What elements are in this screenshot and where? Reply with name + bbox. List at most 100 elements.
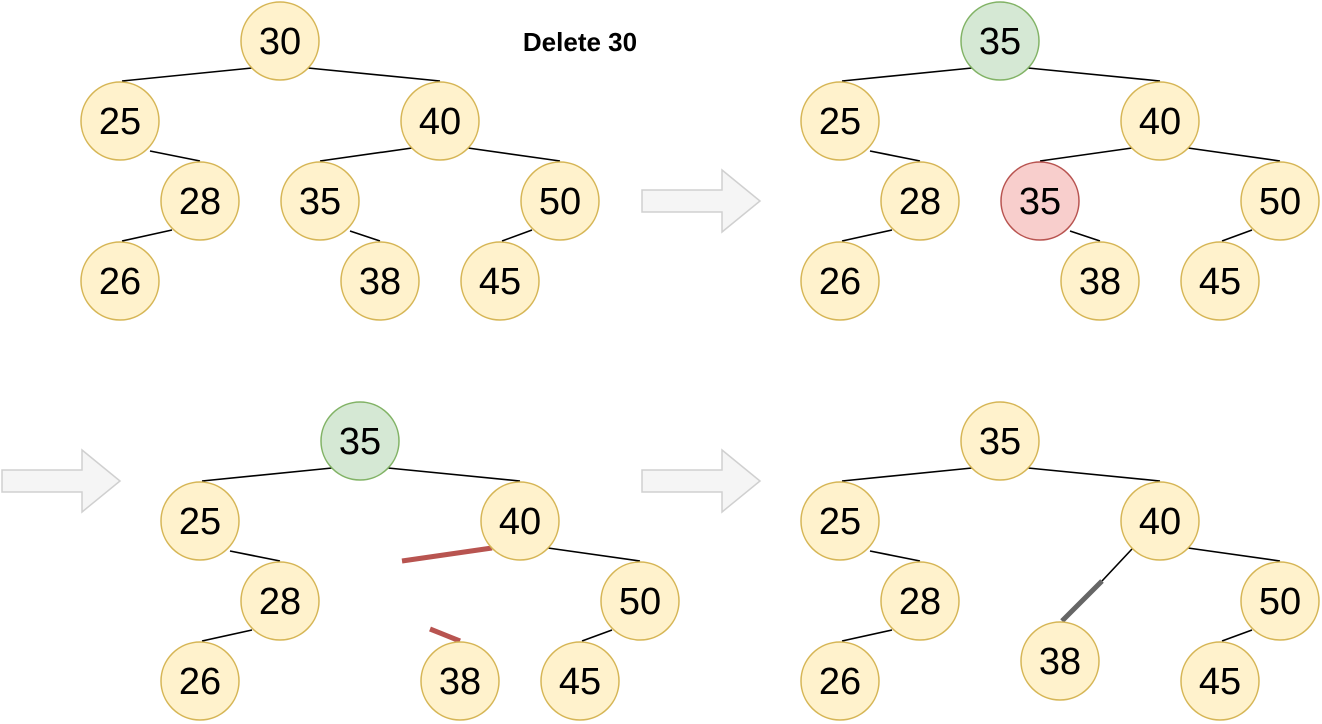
node-label: 50 [539,181,581,223]
transition-arrow-1 [641,168,762,234]
tree-edge [1187,147,1281,162]
tree-edges [121,67,1281,644]
node-label: 38 [359,261,401,303]
tree-node: 45 [460,241,540,321]
node-circle [800,481,880,561]
tree-node: 28 [160,161,240,241]
tree-edge [149,150,201,162]
node-circle [800,241,880,321]
node-label: 40 [499,501,541,543]
node-circle [160,641,240,721]
tree-node: 50 [1240,161,1320,241]
node-label: 25 [819,101,861,143]
tree-edge [1069,230,1101,242]
tree-edge [319,147,413,162]
node-circle [1180,241,1260,321]
node-label: 26 [819,261,861,303]
node-label: 26 [179,661,221,703]
tree-edge [121,67,253,82]
tree-node: 45 [540,641,620,721]
cut-edge-38 [429,626,461,644]
tree-node: 40 [400,81,480,161]
node-circle [460,241,540,321]
node-circle [1020,621,1100,701]
tree-edge [229,550,281,562]
tree-node: 35 [1000,161,1080,241]
tree-edge [1101,548,1133,582]
transition-arrows [1,168,762,514]
tree-edge [201,467,333,482]
tree-edge [121,229,173,242]
tree-edge [841,67,973,82]
tree-node: 38 [420,641,500,721]
tree-node: 35 [960,401,1040,481]
node-label: 26 [99,261,141,303]
node-label: 28 [899,181,941,223]
tree-node: 50 [520,161,600,241]
node-circle [320,401,400,481]
node-label: 50 [1259,181,1301,223]
tree-node: 28 [240,561,320,641]
tree-node: 45 [1180,641,1260,721]
step-4-final-nodes: 35 25 40 28 50 26 38 45 [800,401,1320,721]
node-circle [880,161,960,241]
node-label: 25 [819,501,861,543]
node-circle [280,161,360,241]
tree-edge [501,229,533,242]
tree-node: 35 [960,1,1040,81]
node-circle [1240,161,1320,241]
tree-edge [1221,229,1253,242]
node-label: 38 [1079,261,1121,303]
tree-node: 28 [880,161,960,241]
tree-edge [201,629,253,642]
tree-node: 28 [880,561,960,641]
node-circle [340,241,420,321]
tree-node: 38 [340,241,420,321]
tree-node: 25 [800,81,880,161]
tree-node: 50 [1240,561,1320,641]
tree-node: 25 [160,481,240,561]
transition-arrow-2 [1,448,122,514]
step-4-final [841,467,1281,642]
node-label: 35 [979,421,1021,463]
tree-edge [869,550,921,562]
tree-node: 25 [80,81,160,161]
tree-edge [547,547,641,562]
node-circle [420,641,500,721]
node-label: 35 [979,21,1021,63]
node-circle [1120,481,1200,561]
node-circle [400,81,480,161]
tree-node: 26 [80,241,160,321]
tree-edge [841,467,973,482]
node-circle [240,1,320,81]
node-circle [1000,161,1080,241]
node-label: 45 [479,261,521,303]
tree-edge [841,229,893,242]
tree-edge [841,629,893,642]
tree-node: 26 [160,641,240,721]
tree-node: 50 [600,561,680,641]
node-circle [1240,561,1320,641]
node-circle [960,1,1040,81]
tree-edge [1039,147,1133,162]
diagram-title: Delete 30 [523,27,637,57]
node-circle [80,81,160,161]
new-edge-40-38 [1060,579,1104,623]
node-label: 45 [1199,661,1241,703]
node-label: 50 [619,581,661,623]
tree-node: 30 [240,1,320,81]
step-1-original-nodes: 30 25 40 28 35 50 26 38 45 [80,1,600,321]
step-3-remove-successor-nodes: 35 25 40 28 50 26 38 45 [160,401,680,721]
tree-node: 40 [1120,81,1200,161]
transition-arrow-3 [641,448,762,514]
node-circle [160,161,240,241]
node-label: 30 [259,21,301,63]
node-label: 40 [1139,501,1181,543]
node-label: 25 [179,501,221,543]
step-2-copy-successor-nodes: 35 25 40 28 35 50 26 38 45 [800,1,1320,321]
tree-node: 38 [1020,621,1100,701]
node-label: 28 [899,581,941,623]
node-circle [1120,81,1200,161]
node-circle [160,481,240,561]
